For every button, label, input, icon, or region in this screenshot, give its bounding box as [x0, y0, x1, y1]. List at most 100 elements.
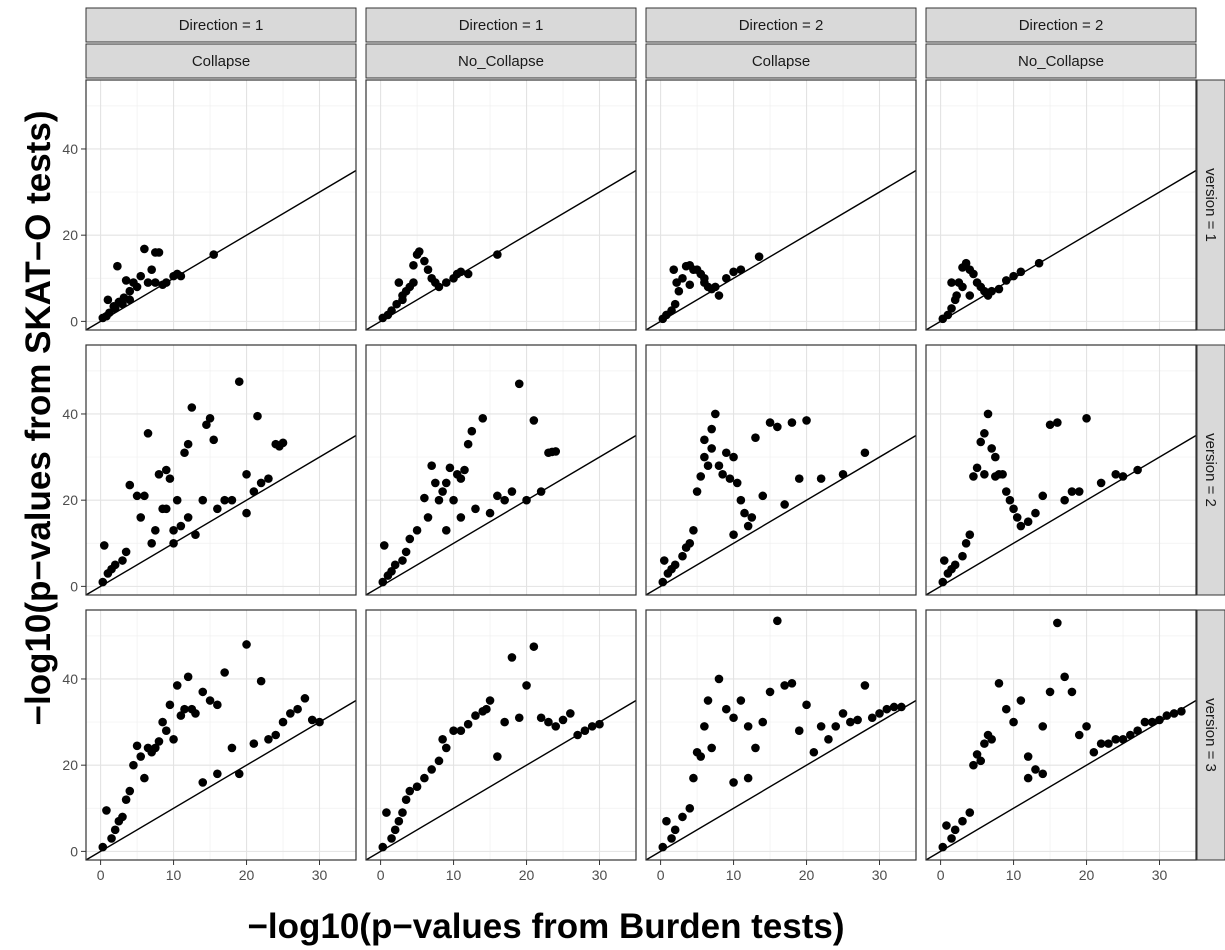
data-point: [1031, 765, 1040, 774]
data-point: [1034, 258, 1044, 268]
strip-direction-label: Direction = 2: [1019, 17, 1104, 34]
data-point: [703, 461, 713, 470]
data-point: [507, 653, 517, 662]
data-point: [536, 713, 546, 723]
reference-line: [366, 434, 636, 595]
data-point: [853, 715, 862, 725]
data-point: [205, 413, 215, 423]
data-point: [522, 495, 531, 505]
data-point: [405, 534, 415, 544]
data-point: [1074, 730, 1084, 740]
y-tick-label: 0: [70, 843, 78, 859]
y-tick-labels: 0 20 40 0 20 40 0 20 40: [62, 141, 78, 859]
data-point: [732, 478, 742, 488]
panel-background: [86, 345, 356, 595]
panel-border: [645, 344, 917, 596]
data-point: [689, 526, 698, 535]
strip-version-bg: [1196, 344, 1225, 596]
data-point: [136, 271, 146, 281]
data-point: [958, 816, 967, 826]
data-point: [765, 687, 775, 697]
data-point: [689, 773, 698, 783]
strip-direction-bg: [645, 7, 917, 43]
data-point: [718, 470, 727, 479]
y-tick-label: 40: [62, 141, 78, 157]
strip-direction-bg: [85, 7, 357, 43]
x-tick-label: 20: [799, 867, 815, 883]
panel-border: [365, 344, 637, 596]
data-point: [947, 304, 956, 313]
data-point: [1067, 687, 1077, 697]
data-point: [169, 735, 178, 744]
data-point: [118, 556, 127, 565]
panel-border: [925, 79, 1197, 331]
data-point: [994, 678, 1004, 688]
strip-direction-bg: [365, 7, 637, 43]
panel-border: [85, 79, 357, 331]
data-point: [1177, 706, 1186, 716]
data-point: [729, 713, 738, 723]
data-point: [943, 310, 953, 320]
data-point: [121, 547, 131, 557]
data-point: [161, 726, 171, 735]
data-point: [1012, 513, 1022, 522]
data-point: [485, 696, 495, 705]
panel: [365, 79, 637, 331]
strip-direction-label: Direction = 2: [739, 17, 824, 34]
data-point: [794, 474, 804, 483]
x-tick-label: 30: [312, 867, 328, 883]
data-point: [551, 447, 561, 456]
data-point: [441, 743, 451, 753]
data-point: [1082, 413, 1091, 423]
data-point: [529, 642, 539, 651]
data-point: [961, 258, 971, 268]
data-point: [398, 556, 407, 565]
data-point: [889, 702, 899, 712]
data-point: [249, 487, 259, 496]
data-point: [456, 474, 466, 483]
data-point: [685, 280, 695, 290]
data-point: [802, 700, 811, 710]
panels: [81, 79, 1197, 865]
data-point: [938, 842, 948, 852]
data-point: [300, 694, 310, 703]
data-point: [1118, 472, 1128, 481]
data-point: [387, 834, 396, 843]
panel: [365, 344, 637, 596]
y-tick-label: 40: [62, 406, 78, 422]
data-point: [220, 495, 229, 505]
data-point: [1147, 717, 1157, 727]
data-point: [980, 470, 989, 479]
data-point: [976, 756, 986, 766]
data-point: [158, 717, 167, 727]
y-tick-label: 0: [70, 313, 78, 329]
data-point: [729, 530, 738, 539]
data-point: [846, 717, 855, 727]
data-point: [573, 730, 582, 740]
x-tick-label: 20: [239, 867, 255, 883]
strip-collapse-bg: [925, 43, 1197, 79]
panel: [81, 609, 357, 865]
panel-border: [925, 609, 1197, 861]
data-point: [707, 444, 716, 453]
data-point: [961, 538, 971, 548]
data-point: [125, 286, 135, 296]
panel-border: [85, 344, 357, 596]
data-point: [703, 696, 713, 705]
panel: [925, 79, 1197, 331]
data-point: [1038, 722, 1048, 731]
data-point: [1096, 478, 1106, 488]
data-point: [107, 834, 116, 843]
data-point: [958, 551, 967, 561]
data-point: [151, 278, 160, 287]
data-point: [711, 409, 720, 419]
data-point: [794, 726, 804, 735]
data-point: [140, 773, 149, 783]
data-point: [460, 465, 469, 475]
data-point: [449, 495, 458, 505]
data-point: [736, 696, 746, 705]
data-point: [482, 704, 491, 714]
data-point: [678, 551, 687, 561]
panel-border: [85, 609, 357, 861]
panel-border: [645, 609, 917, 861]
